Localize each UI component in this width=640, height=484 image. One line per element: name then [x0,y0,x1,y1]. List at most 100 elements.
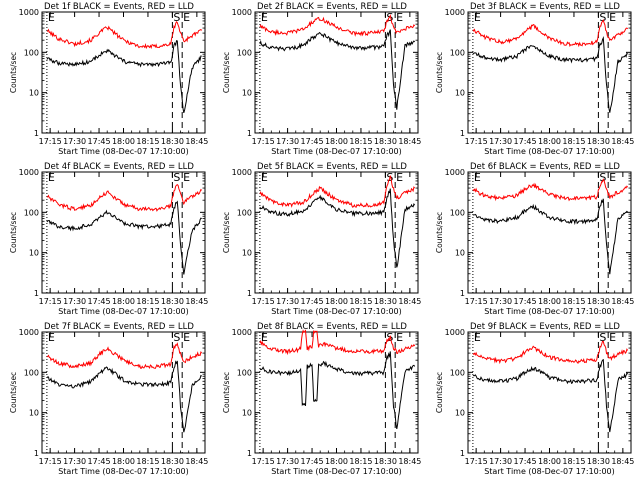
x-tick-label: 18:00 [325,297,348,306]
x-tick-label: 17:45 [88,297,111,306]
marker-label-E: E [183,11,190,24]
lld-series-line [472,340,629,365]
y-tick-label: 1000 [232,168,252,177]
y-axis-label: Counts/sec [222,52,231,93]
panel-title: Det 6f BLACK = Events, RED = LLD [470,162,620,172]
y-tick-label: 10 [455,409,465,418]
y-tick-label: 1000 [232,8,252,17]
marker-label-E: E [609,11,616,24]
x-tick-label: 17:30 [276,137,299,146]
plot-frame [467,331,632,454]
x-tick-label: 18:45 [185,137,208,146]
y-tick-label: 10 [242,89,252,98]
y-tick-label: 1 [247,289,252,298]
y-tick-label: 1000 [19,328,39,337]
marker-label-E: E [474,171,481,184]
y-tick-label: 1000 [232,328,252,337]
panel-title: Det 8f BLACK = Events, RED = LLD [257,322,407,332]
x-tick-label: 17:15 [252,137,275,146]
x-tick-label: 18:15 [136,137,159,146]
events-series-line [46,360,202,433]
panel-title: Det 3f BLACK = Events, RED = LLD [470,2,620,12]
detector-panel-7: Det 7f BLACK = Events, RED = LLD 1 10 100 10… [9,322,208,476]
marker-label-E: E [183,171,190,184]
marker-label-E: E [261,171,268,184]
y-tick-label: 100 [237,208,252,217]
events-series-line [46,40,202,114]
x-tick-label: 17:30 [489,457,512,466]
x-tick-label: 18:45 [611,297,634,306]
y-tick-label: 10 [29,249,39,258]
x-tick-label: 18:15 [349,457,372,466]
x-tick-label: 18:15 [562,297,585,306]
x-axis-label: Start Time (08-Dec-07 17:10:00) [484,467,615,476]
y-tick-label: 100 [24,368,39,377]
plot-frame [41,171,206,294]
y-axis-label: Counts/sec [9,52,18,93]
marker-label-E: E [48,171,55,184]
x-axis-label: Start Time (08-Dec-07 17:10:00) [58,307,189,316]
x-tick-label: 17:30 [63,137,86,146]
x-tick-label: 18:00 [538,457,561,466]
marker-label-E: E [396,171,403,184]
events-series-line [259,188,416,268]
detector-panel-4: Det 4f BLACK = Events, RED = LLD 1 10 100 10… [9,162,208,316]
events-series-line [472,36,629,113]
y-tick-label: 10 [455,249,465,258]
marker-label-S: S [173,171,180,184]
plot-frame [254,11,419,134]
x-tick-label: 17:30 [276,457,299,466]
x-tick-label: 17:15 [252,457,275,466]
x-tick-label: 18:00 [538,297,561,306]
detector-panel-9: Det 9f BLACK = Events, RED = LLD 1 10 100 10… [435,322,634,476]
lld-series-line [472,19,629,48]
y-tick-label: 1 [34,449,39,458]
x-tick-label: 17:45 [88,457,111,466]
marker-label-E: E [183,331,190,344]
x-tick-label: 18:45 [611,137,634,146]
marker-label-S: S [599,171,606,184]
x-tick-label: 17:15 [465,137,488,146]
x-tick-label: 18:00 [538,137,561,146]
lld-series-line [46,183,203,212]
marker-label-E: E [48,11,55,24]
x-tick-label: 18:30 [374,297,397,306]
x-tick-label: 18:30 [587,297,610,306]
y-tick-label: 1 [34,289,39,298]
y-axis-label: Counts/sec [9,212,18,253]
marker-label-E: E [609,171,616,184]
x-axis-label: Start Time (08-Dec-07 17:10:00) [484,307,615,316]
x-tick-label: 17:45 [301,137,324,146]
events-series-line [259,29,416,110]
y-tick-label: 1 [460,449,465,458]
x-tick-label: 18:30 [161,457,184,466]
marker-label-E: E [396,331,403,344]
panel-title: Det 9f BLACK = Events, RED = LLD [470,322,620,332]
y-tick-label: 1000 [445,168,465,177]
plot-frame [254,331,419,454]
detector-panel-1: Det 1f BLACK = Events, RED = LLD 1 10 100 10… [9,2,208,156]
y-tick-label: 100 [450,208,465,217]
y-tick-label: 1 [247,449,252,458]
x-tick-label: 17:30 [63,297,86,306]
marker-label-E: E [261,331,268,344]
x-tick-label: 18:45 [185,297,208,306]
detector-panel-6: Det 6f BLACK = Events, RED = LLD 1 10 100 10… [435,162,634,316]
y-tick-label: 1 [34,129,39,138]
x-tick-label: 18:15 [562,137,585,146]
x-tick-label: 18:15 [562,457,585,466]
x-tick-label: 18:15 [136,457,159,466]
x-tick-label: 17:45 [514,457,537,466]
plot-frame [41,11,206,134]
y-tick-label: 100 [450,368,465,377]
lld-series-line [472,178,629,202]
x-tick-label: 18:30 [587,457,610,466]
panel-title: Det 4f BLACK = Events, RED = LLD [44,162,194,172]
detector-panel-8: Det 8f BLACK = Events, RED = LLD 1 10 100 10… [222,322,421,476]
y-tick-label: 100 [24,48,39,57]
y-tick-label: 1000 [19,168,39,177]
events-series-line [472,198,629,275]
events-series-line [472,358,629,433]
